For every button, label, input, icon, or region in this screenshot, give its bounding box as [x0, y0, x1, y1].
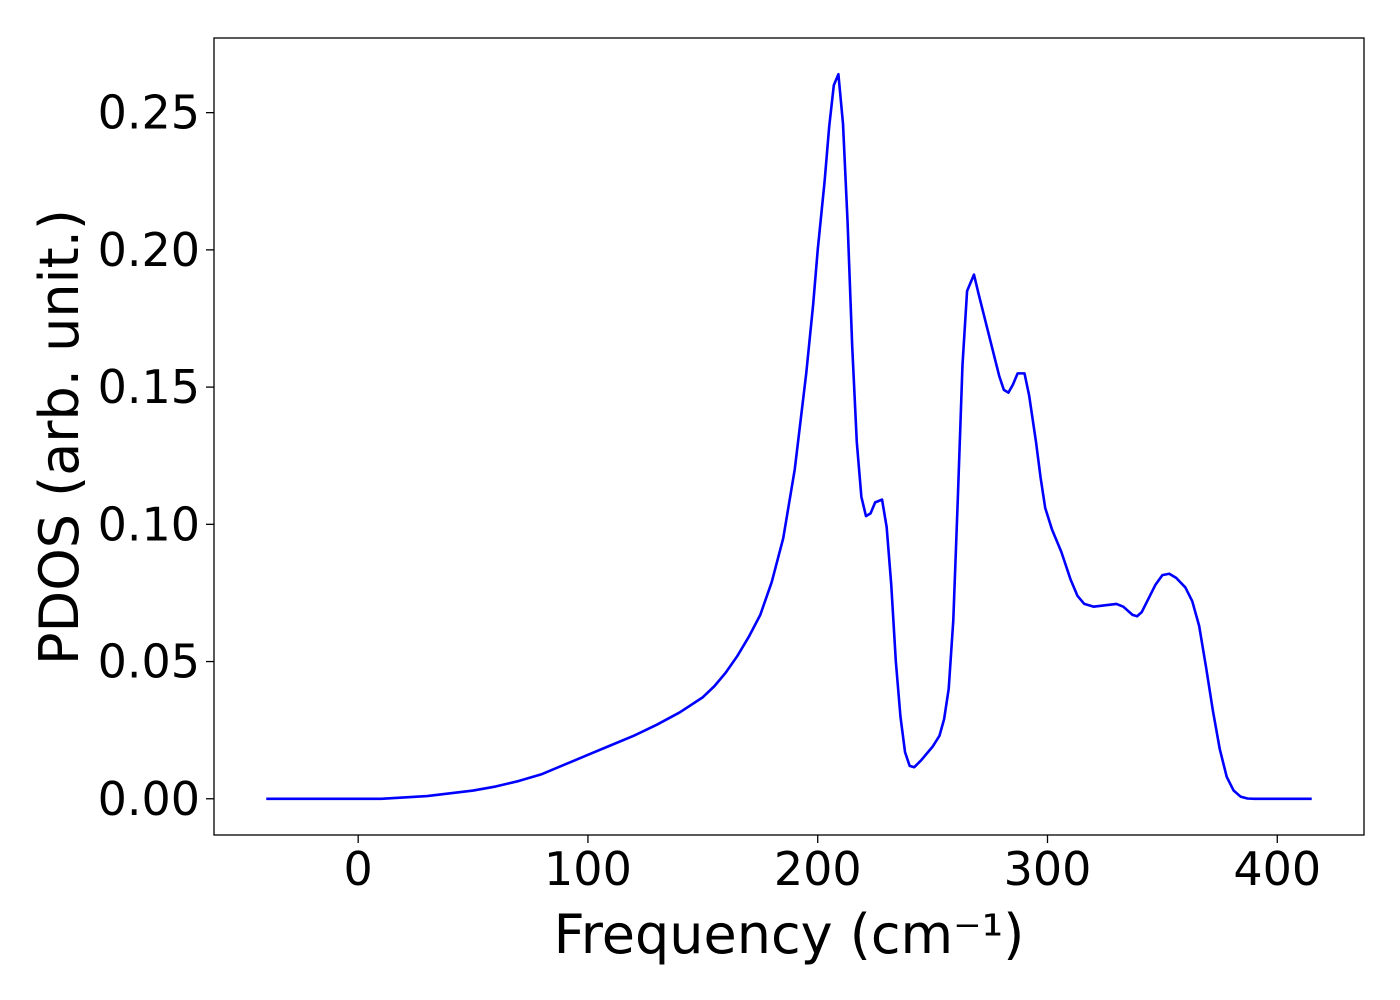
x-tick-label: 0 [344, 842, 373, 896]
x-tick-label: 400 [1233, 842, 1321, 896]
x-axis-label: Frequency (cm⁻¹) [554, 903, 1025, 966]
y-tick-label: 0.15 [98, 360, 200, 414]
y-axis-label: PDOS (arb. unit.) [28, 209, 91, 665]
x-tick-label: 100 [544, 842, 632, 896]
x-tick-label: 300 [1004, 842, 1092, 896]
y-tick-label: 0.05 [98, 635, 200, 689]
x-tick-label: 200 [774, 842, 862, 896]
plot-frame [213, 37, 1365, 836]
y-tick-label: 0.25 [98, 86, 200, 140]
y-tick-label: 0.10 [98, 497, 200, 551]
data-line [266, 72, 1312, 801]
y-tick-label: 0.00 [98, 772, 200, 826]
y-tick-label: 0.20 [98, 223, 200, 277]
